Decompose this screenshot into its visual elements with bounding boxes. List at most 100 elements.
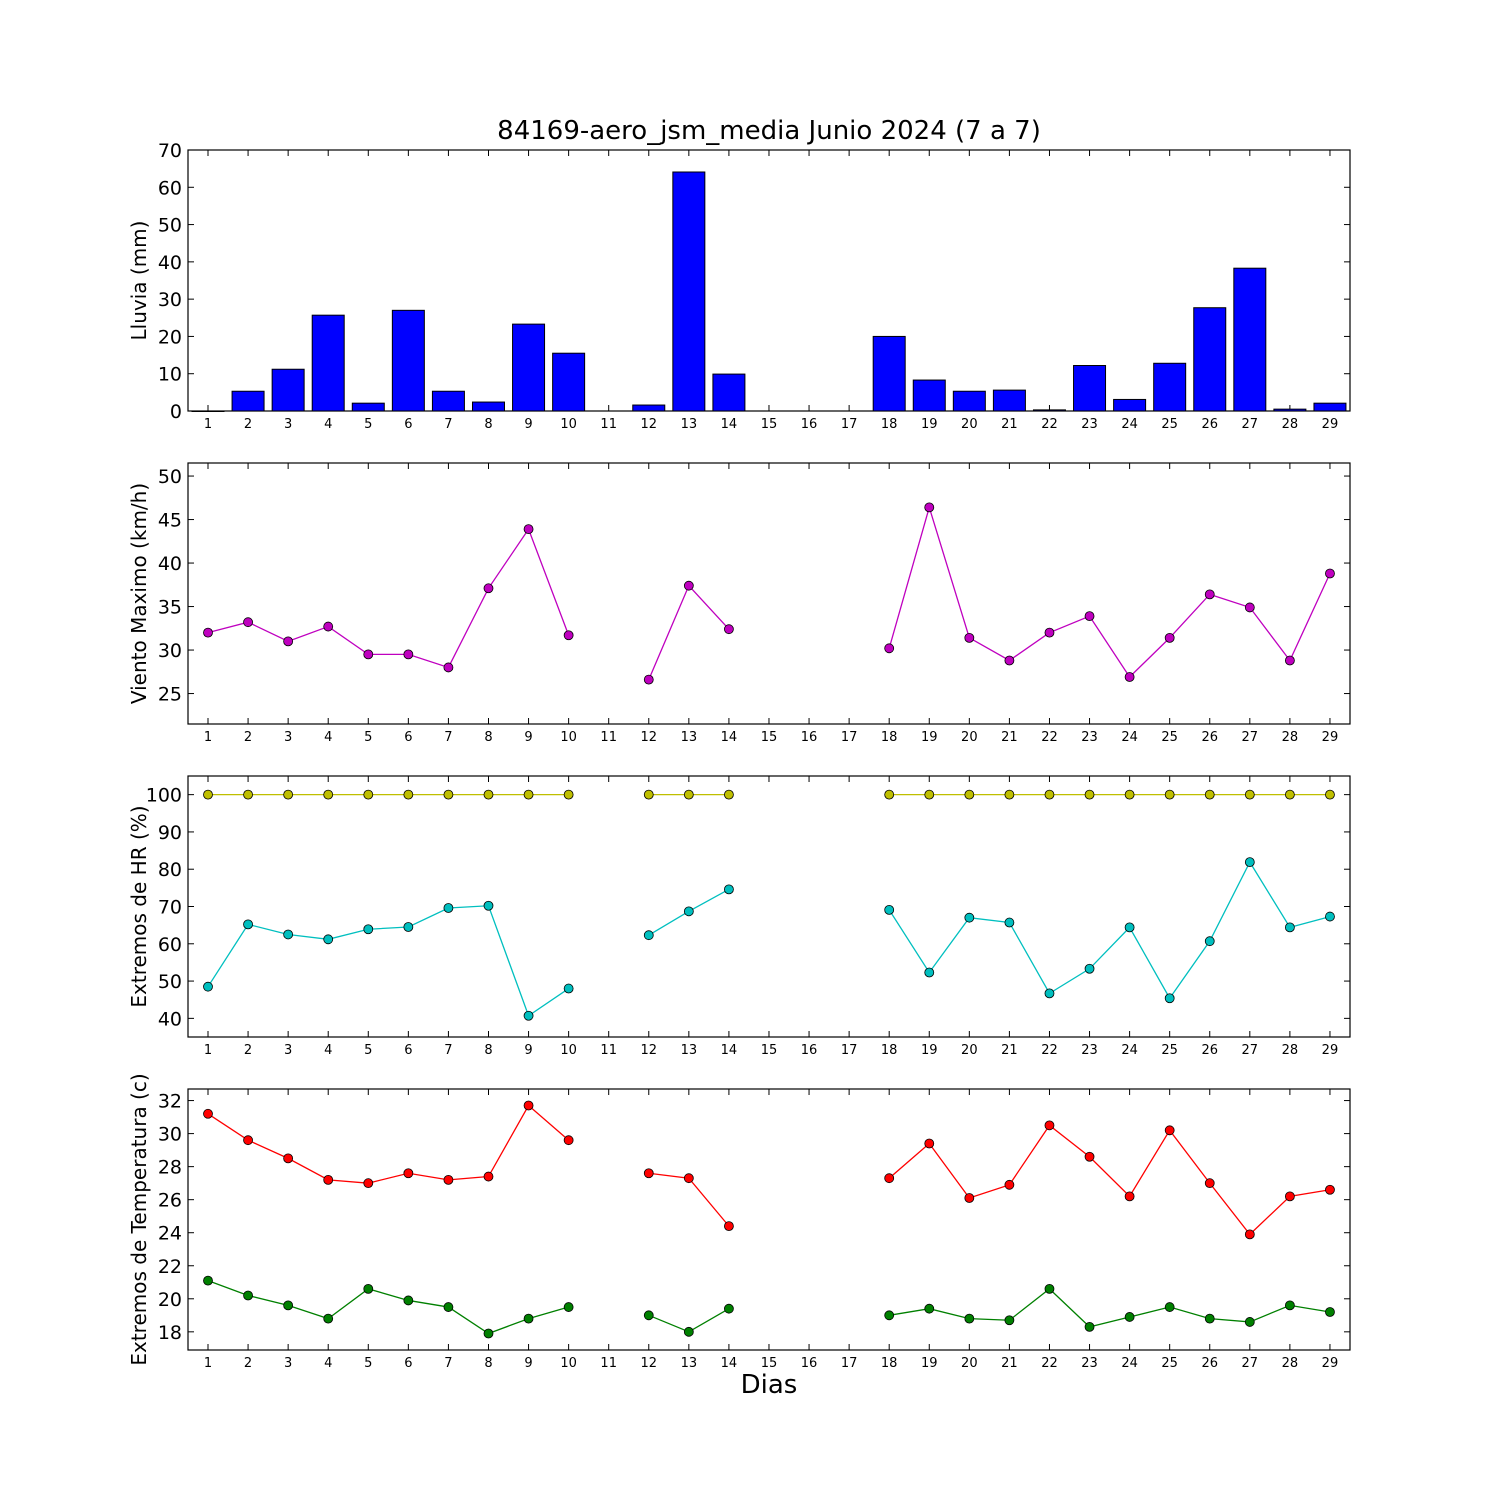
- data-point: [683, 580, 694, 591]
- data-point: [1004, 655, 1015, 666]
- x-tick-label: 3: [284, 1043, 292, 1058]
- y-tick-label: 90: [158, 822, 182, 844]
- y-tick-label: 25: [158, 684, 182, 706]
- data-point: [1044, 988, 1055, 999]
- x-tick-label: 25: [1161, 1356, 1178, 1371]
- bar: [672, 171, 706, 412]
- data-point: [884, 1310, 895, 1321]
- data-point: [243, 1290, 253, 1301]
- data-point: [323, 1174, 334, 1185]
- x-tick-label: 18: [881, 417, 898, 432]
- x-tick-label: 17: [841, 1043, 858, 1058]
- data-point: [563, 630, 574, 641]
- x-tick-label: 11: [600, 1356, 617, 1371]
- x-tick-label: 8: [484, 1043, 492, 1058]
- x-tick-label: 24: [1121, 417, 1138, 432]
- data-point: [283, 1300, 294, 1311]
- x-tick-label: 16: [801, 730, 818, 745]
- y-tick-label: 24: [158, 1223, 182, 1245]
- y-tick-label: 45: [158, 510, 182, 532]
- bar: [311, 314, 345, 412]
- bar: [231, 390, 265, 412]
- data-point: [1084, 1321, 1095, 1332]
- y-tick-label: 18: [158, 1322, 182, 1344]
- x-tick-label: 10: [560, 1356, 577, 1371]
- x-tick-label: 5: [364, 1356, 372, 1371]
- data-point: [363, 789, 374, 800]
- x-tick-label: 24: [1121, 730, 1138, 745]
- bar: [1193, 307, 1227, 412]
- x-tick-label: 5: [364, 730, 372, 745]
- data-point: [563, 789, 574, 800]
- bar: [391, 309, 425, 412]
- data-point: [1084, 611, 1095, 622]
- data-point: [884, 789, 895, 800]
- x-tick-label: 13: [681, 1356, 698, 1371]
- bar: [191, 410, 225, 412]
- x-tick-label: 22: [1041, 1356, 1058, 1371]
- data-point: [283, 636, 294, 647]
- y-tick-label: 10: [158, 364, 182, 386]
- data-point: [884, 1173, 895, 1184]
- x-tick-label: 4: [324, 1043, 332, 1058]
- bar: [512, 323, 546, 412]
- data-point: [483, 789, 494, 800]
- y-tick-label: 70: [158, 897, 182, 919]
- x-tick-label: 27: [1242, 730, 1259, 745]
- x-tick-label: 3: [284, 1356, 292, 1371]
- x-tick-label: 8: [484, 1356, 492, 1371]
- x-tick-label: 4: [324, 730, 332, 745]
- x-tick-label: 10: [560, 1043, 577, 1058]
- x-tick-label: 28: [1282, 417, 1299, 432]
- x-tick-label: 20: [961, 730, 978, 745]
- bar: [992, 389, 1026, 412]
- x-tick-label: 8: [484, 417, 492, 432]
- data-point: [323, 621, 334, 632]
- x-tick-label: 11: [600, 730, 617, 745]
- x-tick-label: 14: [721, 730, 738, 745]
- data-point: [1325, 911, 1335, 922]
- y-tick-label: 30: [158, 1124, 182, 1146]
- data-point: [1244, 789, 1255, 800]
- series-line: [207, 527, 570, 669]
- data-point: [403, 789, 414, 800]
- data-point: [724, 1303, 734, 1314]
- data-point: [964, 789, 975, 800]
- x-tick-label: 15: [761, 1043, 778, 1058]
- data-point: [563, 1135, 574, 1146]
- series-1: [203, 502, 1335, 685]
- data-point: [243, 919, 253, 930]
- data-point: [1124, 672, 1135, 682]
- data-point: [243, 617, 253, 628]
- data-point: [203, 981, 213, 992]
- x-tick-label: 23: [1081, 1356, 1098, 1371]
- x-tick-label: 1: [204, 730, 212, 745]
- data-point: [443, 789, 454, 800]
- x-tick-label: 20: [961, 1356, 978, 1371]
- bar: [1073, 365, 1107, 412]
- data-point: [203, 627, 213, 638]
- data-point: [523, 1313, 534, 1324]
- y-tick-label: 80: [158, 859, 182, 881]
- y-tick-label: 0: [170, 401, 182, 423]
- x-tick-label: 6: [404, 1356, 412, 1371]
- y-axis-label: Viento Maximo (km/h): [127, 483, 151, 704]
- y-tick-label: 40: [158, 252, 182, 274]
- x-tick-label: 2: [244, 1356, 252, 1371]
- data-point: [1204, 789, 1215, 800]
- x-tick-label: 21: [1001, 417, 1018, 432]
- data-point: [403, 922, 414, 932]
- bar: [872, 335, 906, 412]
- x-tick-label: 26: [1201, 730, 1218, 745]
- data-point: [1004, 1179, 1015, 1190]
- x-tick-label: 20: [961, 1043, 978, 1058]
- x-tick-label: 14: [721, 1043, 738, 1058]
- x-tick-label: 24: [1121, 1356, 1138, 1371]
- data-point: [724, 789, 734, 800]
- data-point: [1044, 1120, 1055, 1131]
- data-point: [483, 1328, 494, 1339]
- x-tick-label: 7: [444, 730, 452, 745]
- data-point: [884, 904, 895, 915]
